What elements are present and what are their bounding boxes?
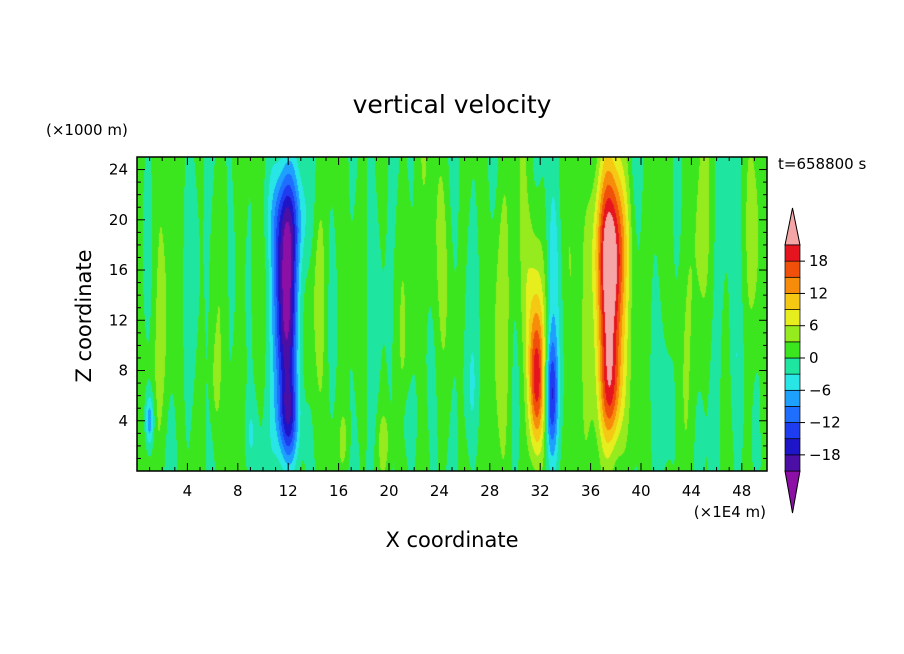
colorbar-swatch [784,357,801,375]
colorbar: −18 −12 −6 0 6 12 18 [784,207,841,514]
colorbar-swatch [784,373,801,391]
colorbar-swatch [784,244,801,262]
y-unit-label: (×1000 m) [46,121,128,139]
x-tick-label: 4 [183,482,193,500]
x-tick-label: 48 [732,482,751,500]
y-tick-label: 4 [118,412,128,430]
y-tick-label: 8 [118,362,128,380]
x-tick-label: 20 [379,482,398,500]
y-axis-title: Z coordinate [72,249,96,382]
x-unit-label: (×1E4 m) [694,503,766,521]
colorbar-swatch [784,325,801,343]
x-tick-label: 40 [631,482,650,500]
colorbar-swatch [784,341,801,359]
x-tick-label: 8 [233,482,243,500]
colorbar-swatch [784,309,801,327]
x-tick-label: 28 [480,482,499,500]
colorbar-swatch [784,438,801,456]
colorbar-label: 6 [809,317,819,335]
colorbar-label: 12 [809,284,828,302]
colorbar-swatch [784,454,801,472]
y-tick-label: 24 [109,161,128,179]
x-axis: 4 8 12 16 20 24 28 32 36 40 44 48 [149,157,755,500]
x-axis-title: X coordinate [385,528,518,552]
colorbar-label: −12 [809,414,841,432]
x-tick-label: 36 [581,482,600,500]
plot-area [136,156,768,472]
y-tick-label: 12 [109,311,128,329]
x-tick-label: 44 [682,482,701,500]
colorbar-swatch [784,406,801,423]
colorbar-swatch [784,293,801,310]
y-tick-label: 20 [109,211,128,229]
colorbar-label: 18 [809,252,828,270]
y-axis: 4 8 12 16 20 24 [109,161,767,459]
colorbar-label: −18 [809,446,841,464]
contour-field [137,157,767,471]
colorbar-swatch [784,260,801,278]
colorbar-swatch [784,389,801,407]
colorbar-extend-top [784,207,801,246]
x-tick-label: 24 [430,482,449,500]
x-tick-label: 32 [531,482,550,500]
colorbar-swatch [784,276,801,294]
time-label: t=658800 s [778,155,866,173]
colorbar-extend-bottom [784,470,801,514]
colorbar-label: 0 [809,349,819,367]
chart-title: vertical velocity [353,90,552,119]
colorbar-label: −6 [809,381,831,399]
x-tick-label: 12 [279,482,298,500]
colorbar-swatch [784,422,801,440]
y-tick-label: 16 [109,261,128,279]
x-tick-label: 16 [329,482,348,500]
